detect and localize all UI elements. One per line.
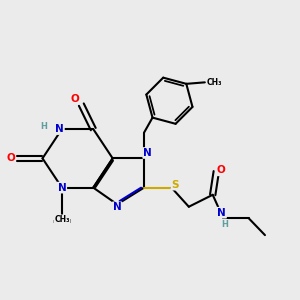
Text: CH₃: CH₃	[207, 78, 222, 87]
Text: O: O	[70, 94, 79, 103]
Text: N: N	[113, 202, 122, 212]
Text: O: O	[217, 165, 225, 175]
Text: H: H	[221, 220, 228, 229]
Text: N: N	[58, 183, 66, 193]
Text: CH₃: CH₃	[54, 215, 70, 224]
Text: N: N	[217, 208, 226, 218]
Text: O: O	[6, 153, 15, 164]
Text: methyl: methyl	[52, 220, 71, 224]
Text: N: N	[143, 148, 152, 158]
Text: H: H	[40, 122, 47, 130]
Text: S: S	[171, 180, 179, 190]
Text: N: N	[55, 124, 64, 134]
